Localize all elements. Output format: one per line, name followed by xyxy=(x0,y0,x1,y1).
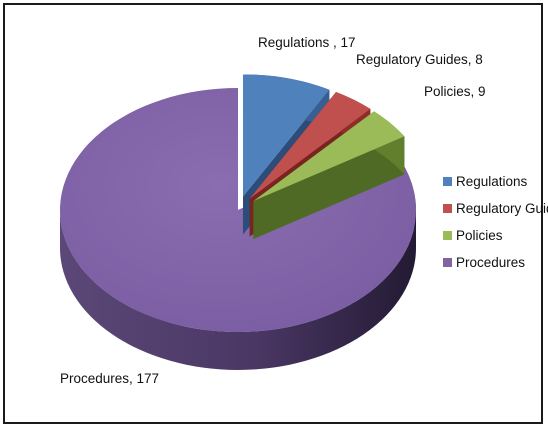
legend-label-procedures: Procedures xyxy=(456,255,525,270)
legend-label-regulations: Regulations xyxy=(456,174,528,189)
slice-top-regulatory-guides xyxy=(249,91,371,199)
data-label-policies: Policies, 9 xyxy=(424,84,486,99)
slice-top-policies xyxy=(253,111,405,202)
pie-slices xyxy=(59,74,417,370)
data-label-regulations: Regulations , 17 xyxy=(258,35,356,50)
legend-label-policies: Policies xyxy=(456,228,503,243)
legend-swatch-policies xyxy=(443,231,452,240)
legend-swatch-regulatory-guides xyxy=(443,204,452,213)
slice-side-procedures xyxy=(60,210,416,370)
legend-swatch-regulations xyxy=(443,177,452,186)
data-labels: Regulations , 17 Regulatory Guides, 8 Po… xyxy=(60,35,486,386)
slice-policies xyxy=(253,111,405,240)
data-label-regulatory-guides: Regulatory Guides, 8 xyxy=(356,52,483,67)
legend-label-regulatory-guides: Regulatory Guides xyxy=(456,201,548,216)
legend: Regulations Regulatory Guides Policies P… xyxy=(443,174,548,270)
slice-top-procedures xyxy=(59,88,417,332)
data-label-procedures: Procedures, 177 xyxy=(60,371,159,386)
legend-swatch-procedures xyxy=(443,258,452,267)
slice-wall-policies-1 xyxy=(253,136,405,240)
slice-top-regulations xyxy=(243,74,330,197)
